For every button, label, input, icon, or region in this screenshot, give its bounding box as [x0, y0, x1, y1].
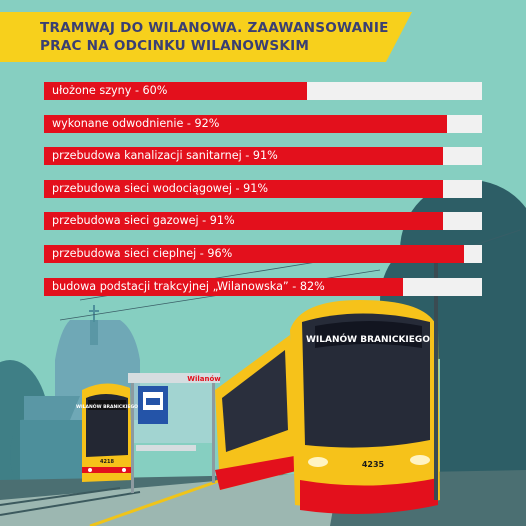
main-tram-number: 4235: [362, 460, 385, 469]
bar-track: przebudowa kanalizacji sanitarnej - 91%: [44, 147, 482, 166]
bar-track: budowa podstacji trakcyjnej „Wilanowska”…: [44, 277, 482, 296]
bar-track: przebudowa sieci cieplnej - 96%: [44, 245, 482, 263]
stop-name-sign: Wilanów: [187, 375, 221, 383]
bar-track: przebudowa sieci gazowej - 91%: [44, 212, 482, 231]
bar: [44, 277, 404, 296]
small-tram-sign: WILANÓW BRANICKIEGO: [76, 403, 138, 410]
main-tram: [215, 300, 440, 514]
tram-stop-shelter: [128, 373, 220, 493]
chart-title-line-1: TRAMWAJ DO WILANOWA. ZAAWANSOWANIE: [40, 20, 389, 36]
chart-title-line-2: PRAC NA ODCINKU WILANOWSKIM: [40, 38, 310, 54]
rail: [0, 487, 121, 506]
traction-pole: [434, 260, 438, 500]
main-tram-sign: WILANÓW BRANICKIEGO: [306, 333, 430, 345]
rail: [0, 491, 141, 516]
bar-track: przebudowa sieci wodociągowej - 91%: [44, 179, 482, 198]
bar-label: przebudowa sieci wodociągowej - 91%: [52, 181, 268, 195]
bar-label: przebudowa kanalizacji sanitarnej - 91%: [52, 149, 278, 163]
bar-track: ułożone szyny - 60%: [44, 82, 482, 100]
bar-label: przebudowa sieci cieplnej - 96%: [52, 247, 233, 260]
bar-label: ułożone szyny - 60%: [52, 84, 168, 97]
title-banner: TRAMWAJ DO WILANOWA. ZAAWANSOWANIE PRAC …: [0, 12, 412, 62]
bar: [44, 212, 443, 231]
bar: [44, 245, 465, 263]
bar: [44, 114, 447, 133]
bar-label: wykonane odwodnienie - 92%: [52, 116, 220, 130]
bar: [44, 179, 443, 198]
progress-bar-chart: ułożone szyny - 60% wykonane odwodnienie …: [44, 82, 482, 296]
bar-label: budowa podstacji trakcyjnej „Wilanowska”…: [52, 279, 325, 293]
title-banner-shape: [0, 12, 412, 62]
bar-track: wykonane odwodnienie - 92%: [44, 114, 482, 133]
small-tram-number: 4218: [100, 459, 114, 465]
bar: [44, 147, 443, 166]
bar-label: przebudowa sieci gazowej - 91%: [52, 214, 235, 228]
bar: [44, 82, 307, 100]
small-tram: [82, 383, 132, 482]
